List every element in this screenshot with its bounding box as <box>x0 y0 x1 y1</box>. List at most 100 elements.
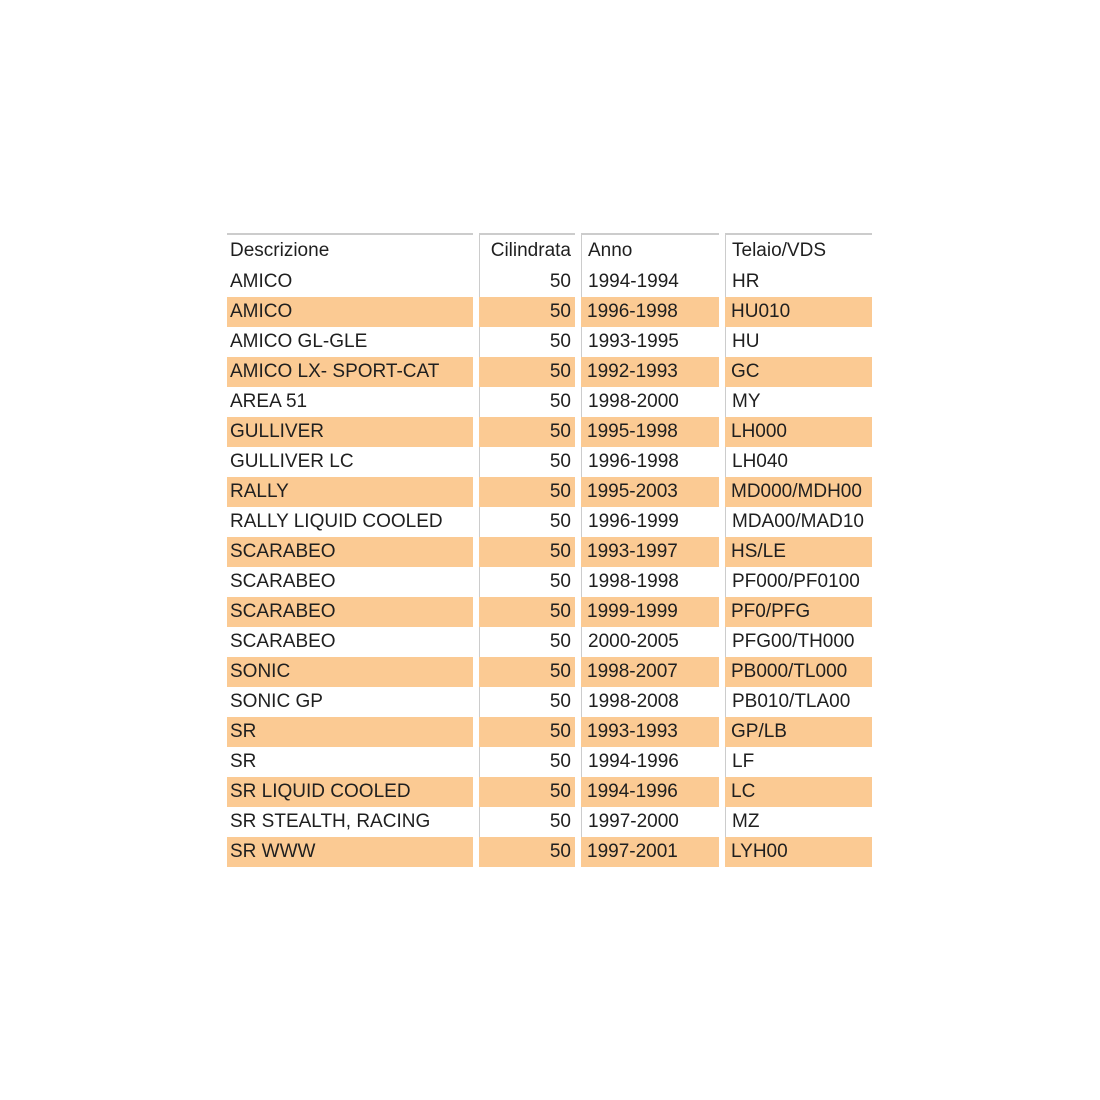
cell-telaio: LH040 <box>725 447 872 477</box>
cell-cilindrata: 50 <box>479 687 575 717</box>
cell-telaio: HR <box>725 267 872 297</box>
cell-anno: 1995-2003 <box>581 477 719 507</box>
cell-telaio: LYH00 <box>725 837 872 867</box>
table-row: RALLY 50 1995-2003 MD000/MDH00 <box>227 477 872 507</box>
cell-descrizione: AMICO <box>227 297 473 327</box>
cell-cilindrata: 50 <box>479 717 575 747</box>
col-header-descrizione: Descrizione <box>227 233 473 267</box>
cell-telaio: LF <box>725 747 872 777</box>
table-row: SR LIQUID COOLED 50 1994-1996 LC <box>227 777 872 807</box>
cell-cilindrata: 50 <box>479 507 575 537</box>
cell-telaio: PF0/PFG <box>725 597 872 627</box>
table-row: SCARABEO 50 1998-1998 PF000/PF0100 <box>227 567 872 597</box>
cell-anno: 1994-1996 <box>581 777 719 807</box>
cell-cilindrata: 50 <box>479 477 575 507</box>
cell-anno: 1996-1999 <box>581 507 719 537</box>
cell-telaio: LC <box>725 777 872 807</box>
table-row: SCARABEO 50 1993-1997 HS/LE <box>227 537 872 567</box>
cell-telaio: PFG00/TH000 <box>725 627 872 657</box>
cell-telaio: PB010/TLA00 <box>725 687 872 717</box>
cell-anno: 1998-2008 <box>581 687 719 717</box>
cell-cilindrata: 50 <box>479 807 575 837</box>
cell-telaio: PF000/PF0100 <box>725 567 872 597</box>
cell-cilindrata: 50 <box>479 747 575 777</box>
cell-descrizione: AREA 51 <box>227 387 473 417</box>
cell-anno: 1997-2000 <box>581 807 719 837</box>
table-row: AMICO LX- SPORT-CAT 50 1992-1993 GC <box>227 357 872 387</box>
cell-anno: 1996-1998 <box>581 447 719 477</box>
cell-anno: 1993-1995 <box>581 327 719 357</box>
header-row: Descrizione Cilindrata Anno Telaio/VDS <box>227 233 872 267</box>
table-header: Descrizione Cilindrata Anno Telaio/VDS <box>227 233 872 267</box>
cell-cilindrata: 50 <box>479 627 575 657</box>
cell-descrizione: SCARABEO <box>227 627 473 657</box>
cell-telaio: MZ <box>725 807 872 837</box>
table-row: SONIC GP 50 1998-2008 PB010/TLA00 <box>227 687 872 717</box>
table-row: RALLY LIQUID COOLED 50 1996-1999 MDA00/M… <box>227 507 872 537</box>
vehicle-table: Descrizione Cilindrata Anno Telaio/VDS A… <box>221 233 878 867</box>
cell-anno: 1994-1996 <box>581 747 719 777</box>
cell-telaio: GP/LB <box>725 717 872 747</box>
table-row: SCARABEO 50 2000-2005 PFG00/TH000 <box>227 627 872 657</box>
cell-cilindrata: 50 <box>479 357 575 387</box>
cell-anno: 1998-2007 <box>581 657 719 687</box>
table-row: AMICO 50 1994-1994 HR <box>227 267 872 297</box>
cell-cilindrata: 50 <box>479 567 575 597</box>
cell-descrizione: SR WWW <box>227 837 473 867</box>
table-row: SCARABEO 50 1999-1999 PF0/PFG <box>227 597 872 627</box>
col-header-cilindrata: Cilindrata <box>479 233 575 267</box>
cell-descrizione: SCARABEO <box>227 537 473 567</box>
table-row: SR 50 1994-1996 LF <box>227 747 872 777</box>
cell-anno: 2000-2005 <box>581 627 719 657</box>
cell-descrizione: AMICO GL-GLE <box>227 327 473 357</box>
cell-descrizione: RALLY <box>227 477 473 507</box>
table-row: AREA 51 50 1998-2000 MY <box>227 387 872 417</box>
table-row: AMICO 50 1996-1998 HU010 <box>227 297 872 327</box>
cell-anno: 1992-1993 <box>581 357 719 387</box>
cell-telaio: HS/LE <box>725 537 872 567</box>
cell-descrizione: SR STEALTH, RACING <box>227 807 473 837</box>
cell-telaio: PB000/TL000 <box>725 657 872 687</box>
table-row: AMICO GL-GLE 50 1993-1995 HU <box>227 327 872 357</box>
cell-anno: 1998-1998 <box>581 567 719 597</box>
cell-cilindrata: 50 <box>479 447 575 477</box>
table-body: AMICO 50 1994-1994 HR AMICO 50 1996-1998… <box>227 267 872 867</box>
cell-telaio: HU010 <box>725 297 872 327</box>
table-row: SONIC 50 1998-2007 PB000/TL000 <box>227 657 872 687</box>
cell-telaio: GC <box>725 357 872 387</box>
cell-cilindrata: 50 <box>479 657 575 687</box>
cell-descrizione: GULLIVER LC <box>227 447 473 477</box>
cell-telaio: MDA00/MAD10 <box>725 507 872 537</box>
table-row: GULLIVER 50 1995-1998 LH000 <box>227 417 872 447</box>
table-row: SR STEALTH, RACING 50 1997-2000 MZ <box>227 807 872 837</box>
cell-cilindrata: 50 <box>479 387 575 417</box>
cell-anno: 1997-2001 <box>581 837 719 867</box>
cell-cilindrata: 50 <box>479 837 575 867</box>
cell-descrizione: SCARABEO <box>227 597 473 627</box>
cell-cilindrata: 50 <box>479 417 575 447</box>
col-header-telaio-vds: Telaio/VDS <box>725 233 872 267</box>
cell-descrizione: SCARABEO <box>227 567 473 597</box>
cell-telaio: MD000/MDH00 <box>725 477 872 507</box>
table-row: SR 50 1993-1993 GP/LB <box>227 717 872 747</box>
cell-cilindrata: 50 <box>479 327 575 357</box>
cell-descrizione: RALLY LIQUID COOLED <box>227 507 473 537</box>
cell-anno: 1994-1994 <box>581 267 719 297</box>
cell-descrizione: AMICO <box>227 267 473 297</box>
cell-cilindrata: 50 <box>479 777 575 807</box>
cell-descrizione: AMICO LX- SPORT-CAT <box>227 357 473 387</box>
cell-cilindrata: 50 <box>479 297 575 327</box>
cell-descrizione: GULLIVER <box>227 417 473 447</box>
cell-cilindrata: 50 <box>479 597 575 627</box>
cell-anno: 1995-1998 <box>581 417 719 447</box>
cell-telaio: MY <box>725 387 872 417</box>
cell-anno: 1993-1997 <box>581 537 719 567</box>
cell-anno: 1996-1998 <box>581 297 719 327</box>
cell-anno: 1993-1993 <box>581 717 719 747</box>
cell-telaio: LH000 <box>725 417 872 447</box>
cell-descrizione: SONIC <box>227 657 473 687</box>
cell-cilindrata: 50 <box>479 267 575 297</box>
table-row: GULLIVER LC 50 1996-1998 LH040 <box>227 447 872 477</box>
cell-cilindrata: 50 <box>479 537 575 567</box>
